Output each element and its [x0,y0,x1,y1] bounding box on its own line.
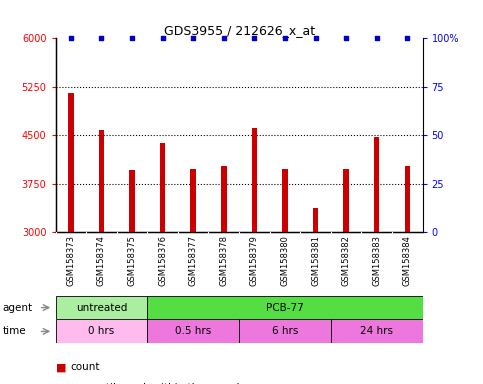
Text: GSM158379: GSM158379 [250,235,259,286]
Bar [405,166,410,232]
Bar [147,319,239,343]
Bar [331,319,423,343]
Bar [190,169,196,232]
Bar [343,169,349,232]
Text: GSM158383: GSM158383 [372,235,381,286]
Text: ■: ■ [56,362,70,372]
Text: 6 hrs: 6 hrs [272,326,298,336]
Text: 0.5 hrs: 0.5 hrs [175,326,212,336]
Bar [99,130,104,232]
Bar [56,319,147,343]
Text: GSM158382: GSM158382 [341,235,351,286]
Text: percentile rank within the sample: percentile rank within the sample [70,383,246,384]
Bar [374,137,380,232]
Bar [221,166,227,232]
Bar [252,127,257,232]
Bar [239,319,331,343]
Text: GSM158381: GSM158381 [311,235,320,286]
Text: GSM158384: GSM158384 [403,235,412,286]
Point [98,35,105,41]
Text: ■: ■ [56,383,70,384]
Bar [147,296,423,319]
Text: 0 hrs: 0 hrs [88,326,114,336]
Bar [160,143,165,232]
Text: GSM158380: GSM158380 [281,235,289,286]
Text: GSM158377: GSM158377 [189,235,198,286]
Point [281,35,289,41]
Point [373,35,381,41]
Text: GSM158375: GSM158375 [128,235,137,286]
Bar [56,296,147,319]
Bar [282,169,288,232]
Text: time: time [2,326,26,336]
Text: GSM158374: GSM158374 [97,235,106,286]
Bar [68,93,73,232]
Point [251,35,258,41]
Point [128,35,136,41]
Text: untreated: untreated [76,303,127,313]
Text: GSM158376: GSM158376 [158,235,167,286]
Text: GSM158378: GSM158378 [219,235,228,286]
Point [189,35,197,41]
Text: agent: agent [2,303,32,313]
Bar [129,170,135,232]
Text: count: count [70,362,99,372]
Bar [313,208,318,232]
Title: GDS3955 / 212626_x_at: GDS3955 / 212626_x_at [164,24,314,37]
Text: PCB-77: PCB-77 [266,303,304,313]
Point [403,35,411,41]
Point [342,35,350,41]
Text: 24 hrs: 24 hrs [360,326,393,336]
Point [312,35,319,41]
Point [159,35,167,41]
Point [220,35,227,41]
Point [67,35,75,41]
Text: GSM158373: GSM158373 [66,235,75,286]
